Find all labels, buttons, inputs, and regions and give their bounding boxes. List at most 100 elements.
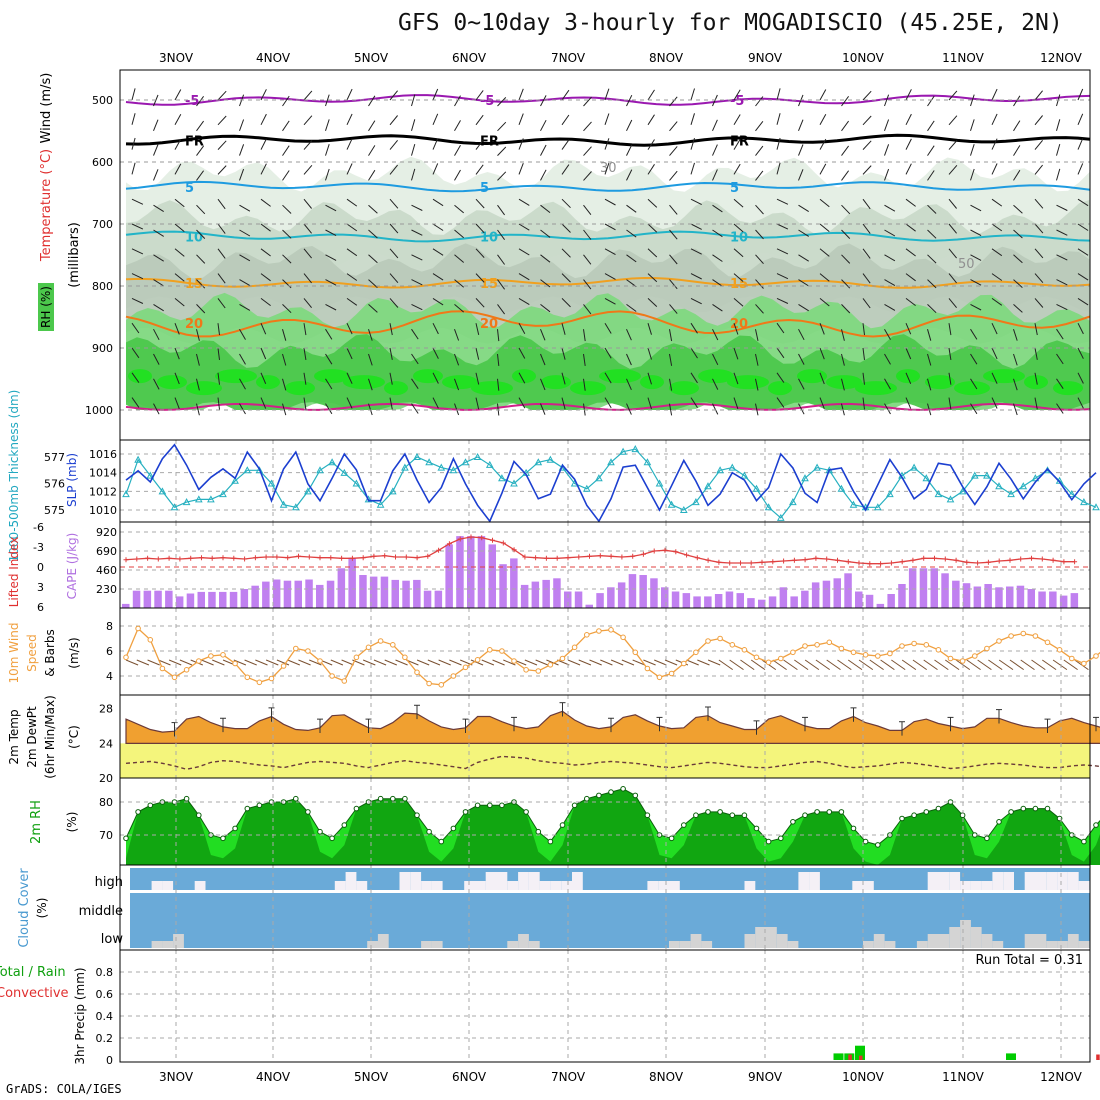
y-tick-label-slp: 1012 — [89, 485, 117, 498]
wind-barb — [389, 164, 398, 175]
wind-barb — [884, 403, 891, 415]
wind-barb-10m — [1042, 659, 1057, 671]
wind-barb — [905, 397, 912, 409]
wind-speed-point — [208, 653, 214, 659]
lifted-index-point — [608, 553, 614, 559]
lifted-index-point — [888, 560, 894, 566]
cape-bar — [219, 591, 227, 608]
wind-barb — [991, 138, 998, 150]
cape-bar — [876, 603, 885, 608]
wind-barb — [282, 329, 287, 341]
wind-barb — [884, 204, 896, 212]
wind-speed-point — [571, 644, 578, 651]
wind-speed-point — [668, 670, 675, 677]
wind-barb — [389, 323, 393, 336]
wind-barb-10m — [1009, 659, 1024, 671]
wind-barb — [1077, 88, 1084, 101]
thickness-point — [1067, 490, 1076, 498]
wind-barb — [561, 248, 571, 258]
y-tick-label-cape: 460 — [96, 564, 117, 577]
lifted-index-point — [145, 555, 151, 561]
wind-barb — [389, 223, 399, 234]
thickness-point — [983, 471, 991, 479]
wind-barb — [153, 254, 164, 262]
wind-speed-point — [850, 649, 857, 656]
y-tick-label-precip: 0.4 — [96, 1010, 114, 1023]
cloud-low-patch — [744, 934, 756, 948]
cape-bar — [671, 591, 680, 608]
wind-barb — [647, 347, 652, 360]
wind-barb — [303, 198, 312, 209]
y-tick-label-thickness: 577 — [44, 451, 65, 464]
thickness-point — [643, 458, 652, 466]
wind-speed-point — [947, 655, 954, 662]
wind-barb-10m — [998, 659, 1014, 671]
wind-barb — [561, 397, 566, 410]
thickness-point — [655, 479, 664, 487]
wind-barb — [755, 378, 759, 391]
lifted-index-point — [856, 560, 862, 566]
wind-barb — [282, 403, 287, 416]
rh-high-patch — [413, 369, 443, 384]
wind-barb — [1013, 229, 1023, 239]
wind-barb — [411, 303, 423, 311]
wind-barb — [282, 254, 292, 264]
cape-bar — [790, 596, 798, 608]
wind-barb — [196, 254, 206, 264]
wind-barb — [303, 347, 307, 360]
wind-barb — [841, 254, 851, 264]
wind-barb — [733, 114, 741, 126]
lifted-index-point — [123, 557, 129, 563]
rh-point — [244, 805, 251, 812]
date-label-top: 12NOV — [1040, 51, 1082, 65]
wind-barb — [1056, 119, 1061, 131]
wind-barb — [196, 204, 206, 215]
wind-barb — [368, 254, 378, 264]
lifted-index-point — [134, 556, 140, 562]
wind-barb — [325, 144, 330, 156]
wind-barb-10m — [934, 659, 949, 671]
wind-barb — [583, 329, 586, 342]
wind-barb — [540, 329, 546, 341]
wind-barb — [561, 273, 571, 283]
lifted-index-point — [155, 556, 161, 562]
axis-label-speed: Speed — [25, 634, 39, 672]
rh-high-patch — [343, 375, 385, 390]
wind-barb — [733, 397, 739, 410]
wind-barb — [1013, 145, 1021, 156]
wind-barb — [948, 198, 957, 209]
cape-bar — [359, 575, 367, 608]
cape-bar — [596, 593, 604, 608]
date-label-bottom: 7NOV — [551, 1070, 586, 1084]
wind-speed-point — [1020, 630, 1027, 637]
thickness-point — [958, 487, 967, 495]
lifted-index-point — [781, 558, 787, 564]
wind-barb — [1077, 198, 1089, 207]
wind-barb — [690, 248, 702, 255]
cape-bar — [714, 594, 723, 608]
wind-barb — [690, 297, 702, 305]
wind-barb-10m — [179, 659, 193, 666]
lifted-index-point — [759, 559, 765, 565]
wind-barb — [927, 204, 937, 214]
cape-bar — [542, 579, 550, 608]
wind-barb — [174, 397, 180, 409]
wind-barb — [217, 273, 226, 284]
wind-barb — [647, 298, 658, 307]
wind-barb — [260, 113, 267, 126]
thickness-point — [352, 479, 361, 487]
cape-bar — [628, 574, 637, 608]
wind-barb — [303, 223, 312, 234]
wind-barb — [798, 119, 804, 131]
wind-barb — [174, 323, 180, 335]
wind-barb — [905, 347, 912, 360]
wind-barb — [196, 304, 206, 314]
wind-speed-point — [681, 660, 687, 667]
wind-barb — [561, 347, 566, 360]
y-tick-label-temp: 24 — [99, 737, 113, 750]
cloud-low-patch — [162, 941, 174, 948]
wind-barb — [841, 329, 845, 341]
wind-speed-point — [765, 659, 772, 666]
wind-barb — [841, 279, 851, 289]
wind-barb — [970, 229, 982, 237]
